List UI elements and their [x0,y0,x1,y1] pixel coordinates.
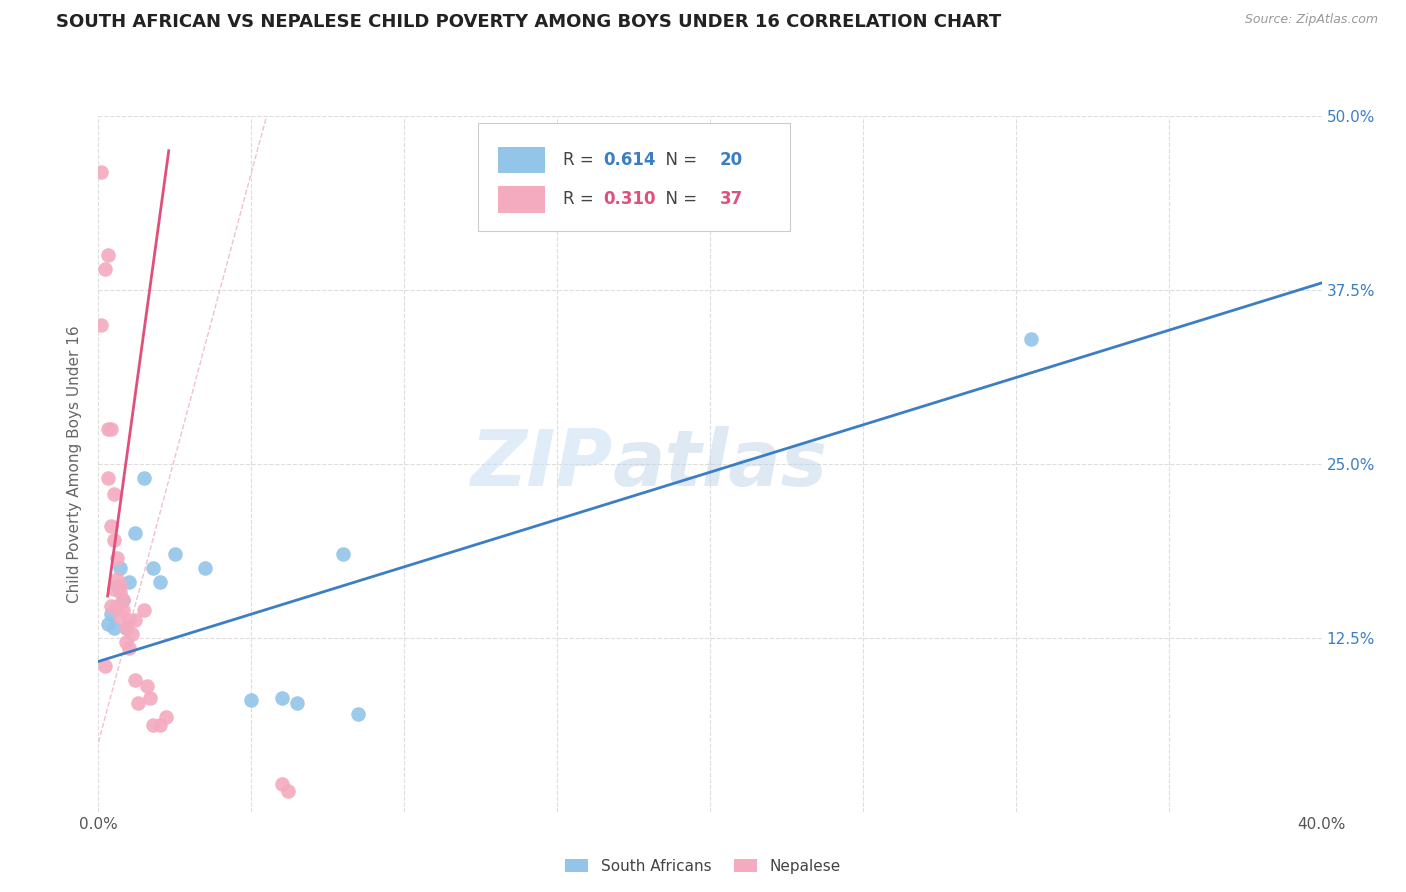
Nepalese [108,610,131,624]
Text: 0.310: 0.310 [603,191,657,209]
South Africans [347,707,370,722]
South Africans [134,471,156,485]
South Africans [115,621,138,635]
Nepalese [136,680,159,694]
Nepalese [277,784,299,798]
Nepalese [103,582,125,596]
Nepalese [155,710,177,724]
FancyBboxPatch shape [478,123,790,231]
South Africans [111,593,134,607]
Nepalese [127,696,149,710]
Nepalese [90,164,112,178]
South Africans [1019,332,1042,346]
Nepalese [97,248,120,262]
Nepalese [97,422,120,436]
Nepalese [103,487,125,501]
Nepalese [124,673,146,687]
South Africans [124,526,146,541]
South Africans [142,561,165,575]
Nepalese [115,621,138,635]
South Africans [149,575,172,590]
Nepalese [90,318,112,332]
South Africans [105,579,128,593]
Nepalese [108,585,131,599]
Nepalese [100,519,122,533]
Text: ZIP: ZIP [470,425,612,502]
South Africans [118,575,141,590]
Y-axis label: Child Poverty Among Boys Under 16: Child Poverty Among Boys Under 16 [67,325,83,603]
FancyBboxPatch shape [498,146,546,173]
Nepalese [108,579,131,593]
Nepalese [97,471,120,485]
Text: atlas: atlas [612,425,827,502]
Text: R =: R = [564,151,599,169]
Nepalese [93,658,115,673]
South Africans [97,616,120,631]
Text: Source: ZipAtlas.com: Source: ZipAtlas.com [1244,13,1378,27]
South Africans [194,561,217,575]
South Africans [103,621,125,635]
Nepalese [118,640,141,655]
Nepalese [118,613,141,627]
Nepalese [100,422,122,436]
Nepalese [105,551,128,566]
Nepalese [121,626,143,640]
South Africans [332,547,354,561]
Text: N =: N = [655,191,703,209]
South Africans [285,696,308,710]
Nepalese [105,572,128,586]
Text: 37: 37 [720,191,742,209]
South Africans [240,693,263,707]
Text: 0.614: 0.614 [603,151,657,169]
Nepalese [111,593,134,607]
Legend: South Africans, Nepalese: South Africans, Nepalese [560,853,846,880]
Nepalese [142,718,165,732]
South Africans [108,561,131,575]
Text: 20: 20 [720,151,742,169]
Nepalese [115,635,138,649]
Text: R =: R = [564,191,599,209]
Nepalese [139,690,162,705]
Nepalese [124,613,146,627]
Text: SOUTH AFRICAN VS NEPALESE CHILD POVERTY AMONG BOYS UNDER 16 CORRELATION CHART: SOUTH AFRICAN VS NEPALESE CHILD POVERTY … [56,13,1001,31]
South Africans [100,607,122,621]
FancyBboxPatch shape [498,186,546,212]
Nepalese [270,777,292,791]
Nepalese [100,599,122,613]
Nepalese [111,603,134,617]
South Africans [163,547,186,561]
Nepalese [93,262,115,277]
Nepalese [149,718,172,732]
Text: N =: N = [655,151,703,169]
South Africans [270,690,292,705]
Nepalese [103,533,125,548]
Nepalese [134,603,156,617]
Nepalese [105,599,128,613]
